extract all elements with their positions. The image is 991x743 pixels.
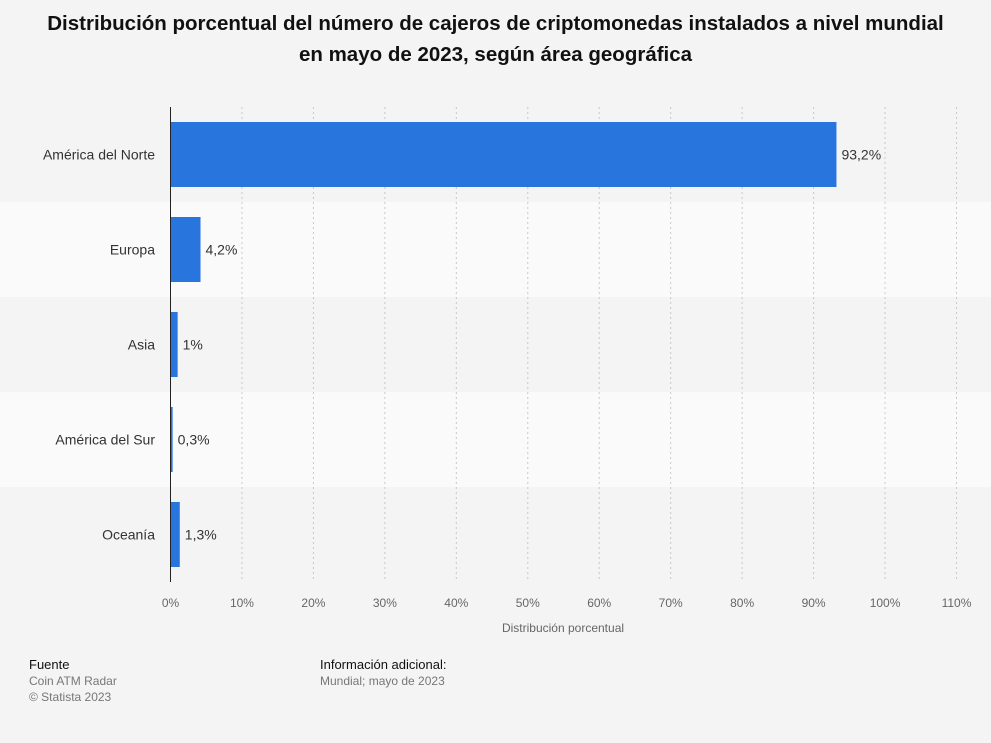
category-label: Europa [110,242,155,258]
bar[interactable] [170,407,173,472]
x-axis-title: Distribución porcentual [502,621,624,635]
x-tick-label: 100% [870,596,901,610]
info-text: Mundial; mayo de 2023 [320,674,445,688]
value-label: 93,2% [841,147,881,163]
category-label: Oceanía [102,527,155,543]
info-heading: Información adicional: [320,657,447,672]
x-tick-label: 110% [942,596,972,610]
x-tick-label: 20% [301,596,325,610]
copyright[interactable]: © Statista 2023 [29,690,112,704]
x-tick-label: 70% [659,596,683,610]
chart-title: Distribución porcentual del número de ca… [47,12,944,66]
source-heading: Fuente [29,657,70,672]
source-name[interactable]: Coin ATM Radar [29,674,117,688]
value-label: 1,3% [185,527,217,543]
category-label: América del Norte [43,147,155,163]
x-tick-label: 40% [444,596,468,610]
bar[interactable] [170,122,837,187]
x-tick-label: 0% [162,596,180,610]
bar[interactable] [170,312,178,377]
value-label: 1% [183,337,203,353]
row-band [0,392,991,487]
x-tick-label: 10% [230,596,254,610]
x-tick-label: 60% [587,596,611,610]
x-tick-label: 90% [802,596,826,610]
info-block: Información adicional: Mundial; mayo de … [320,657,446,689]
x-tick-label: 30% [373,596,397,610]
x-tick-label: 50% [516,596,540,610]
x-tick-label: 80% [730,596,754,610]
category-label: Asia [128,337,155,353]
value-label: 0,3% [178,432,210,448]
value-label: 4,2% [206,242,238,258]
bar[interactable] [170,502,180,567]
bar[interactable] [170,217,201,282]
category-label: América del Sur [55,432,155,448]
source-block: Fuente Coin ATM Radar © Statista 2023 [29,657,117,705]
row-band [0,202,991,297]
